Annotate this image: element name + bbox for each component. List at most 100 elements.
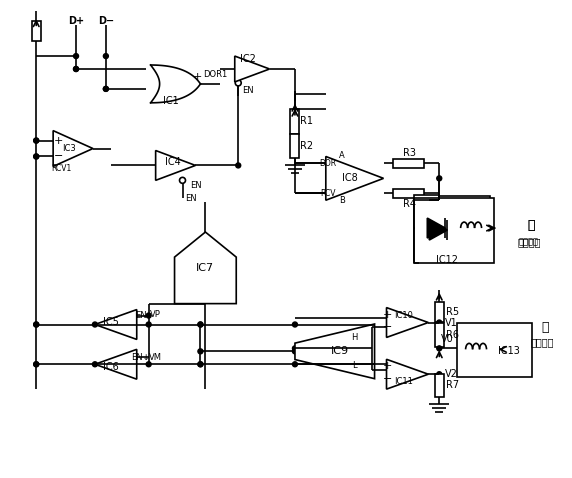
Bar (435, 374, 444, 397)
Circle shape (34, 154, 39, 159)
Circle shape (292, 322, 297, 327)
Text: −: − (383, 323, 392, 333)
Text: D−: D− (98, 16, 114, 26)
Polygon shape (174, 232, 236, 304)
Text: IC7: IC7 (196, 263, 214, 273)
Polygon shape (326, 156, 383, 200)
Text: IC10: IC10 (394, 311, 413, 320)
Text: −: − (383, 374, 392, 384)
Circle shape (236, 163, 241, 168)
Circle shape (34, 154, 39, 159)
Text: IC4: IC4 (165, 157, 180, 167)
Text: R4: R4 (403, 199, 416, 209)
Circle shape (34, 362, 39, 367)
Text: IC8: IC8 (342, 174, 358, 184)
Circle shape (104, 87, 108, 91)
Polygon shape (387, 308, 428, 337)
Text: R5: R5 (446, 306, 459, 316)
Circle shape (104, 54, 108, 58)
Circle shape (198, 322, 203, 327)
Text: H: H (351, 333, 358, 342)
Text: IC12: IC12 (436, 255, 458, 265)
Circle shape (198, 349, 203, 354)
Text: L: L (352, 361, 357, 370)
Text: RCV: RCV (320, 189, 336, 198)
Text: R2: R2 (300, 141, 313, 151)
Circle shape (146, 362, 151, 367)
Text: （发射）: （发射） (519, 238, 539, 247)
Circle shape (93, 362, 97, 367)
Bar (435, 323, 444, 348)
Text: （接收）: （接收） (531, 337, 554, 348)
Circle shape (369, 346, 374, 351)
Text: R7: R7 (446, 380, 459, 390)
Text: IC13: IC13 (498, 347, 520, 356)
Bar (457, 323, 532, 377)
Text: 光: 光 (527, 218, 535, 231)
Bar (435, 302, 444, 322)
Text: +: + (383, 361, 392, 371)
Circle shape (292, 362, 297, 367)
Polygon shape (387, 359, 428, 389)
Text: IC5: IC5 (103, 316, 119, 326)
Text: V1: V1 (445, 317, 458, 327)
Text: DOR: DOR (319, 159, 336, 168)
Text: IC2: IC2 (240, 54, 256, 64)
Circle shape (437, 176, 442, 181)
Bar (394, 159, 424, 168)
Text: RCV1: RCV1 (51, 164, 72, 173)
Text: R6: R6 (446, 330, 459, 340)
Text: EN: EN (185, 194, 196, 203)
Text: VP: VP (150, 310, 161, 319)
Text: V2: V2 (445, 369, 458, 379)
Circle shape (292, 349, 297, 354)
Text: EN: EN (135, 311, 146, 320)
Polygon shape (295, 324, 375, 379)
Circle shape (198, 362, 203, 367)
Text: EN: EN (190, 181, 201, 190)
Text: IC3: IC3 (62, 144, 76, 153)
Circle shape (34, 322, 39, 327)
Text: +: + (383, 310, 392, 320)
Polygon shape (430, 220, 447, 240)
Text: EN: EN (243, 87, 254, 96)
Text: （发射）: （发射） (517, 237, 541, 247)
Circle shape (104, 87, 108, 91)
Circle shape (198, 362, 203, 367)
Text: R3: R3 (403, 149, 416, 159)
Text: EN↓: EN↓ (132, 353, 150, 362)
Polygon shape (95, 349, 137, 379)
Text: −: − (53, 152, 63, 162)
Text: B: B (339, 196, 345, 205)
Text: D+: D+ (68, 16, 84, 26)
Circle shape (292, 346, 297, 351)
Text: DOR1: DOR1 (203, 70, 228, 79)
Text: +: + (53, 136, 63, 146)
Circle shape (34, 322, 39, 327)
Text: IC9: IC9 (331, 347, 349, 356)
Circle shape (198, 322, 203, 327)
Bar (291, 134, 299, 159)
Circle shape (34, 138, 39, 143)
Polygon shape (156, 151, 196, 180)
Circle shape (34, 138, 39, 143)
Circle shape (74, 54, 78, 58)
Circle shape (74, 66, 78, 72)
Text: IC6: IC6 (103, 362, 119, 372)
Bar (414, 198, 494, 263)
Text: IC1: IC1 (162, 96, 178, 106)
Circle shape (437, 346, 442, 351)
Circle shape (437, 320, 442, 325)
Circle shape (146, 322, 151, 327)
Text: 光: 光 (541, 321, 549, 334)
Bar (394, 189, 424, 198)
Bar (414, 195, 439, 260)
Text: VM: VM (149, 353, 162, 362)
Polygon shape (427, 218, 445, 238)
Polygon shape (95, 310, 137, 339)
Circle shape (34, 362, 39, 367)
Circle shape (437, 372, 442, 377)
Text: +: + (193, 72, 202, 82)
Polygon shape (53, 130, 93, 166)
Circle shape (146, 313, 151, 318)
